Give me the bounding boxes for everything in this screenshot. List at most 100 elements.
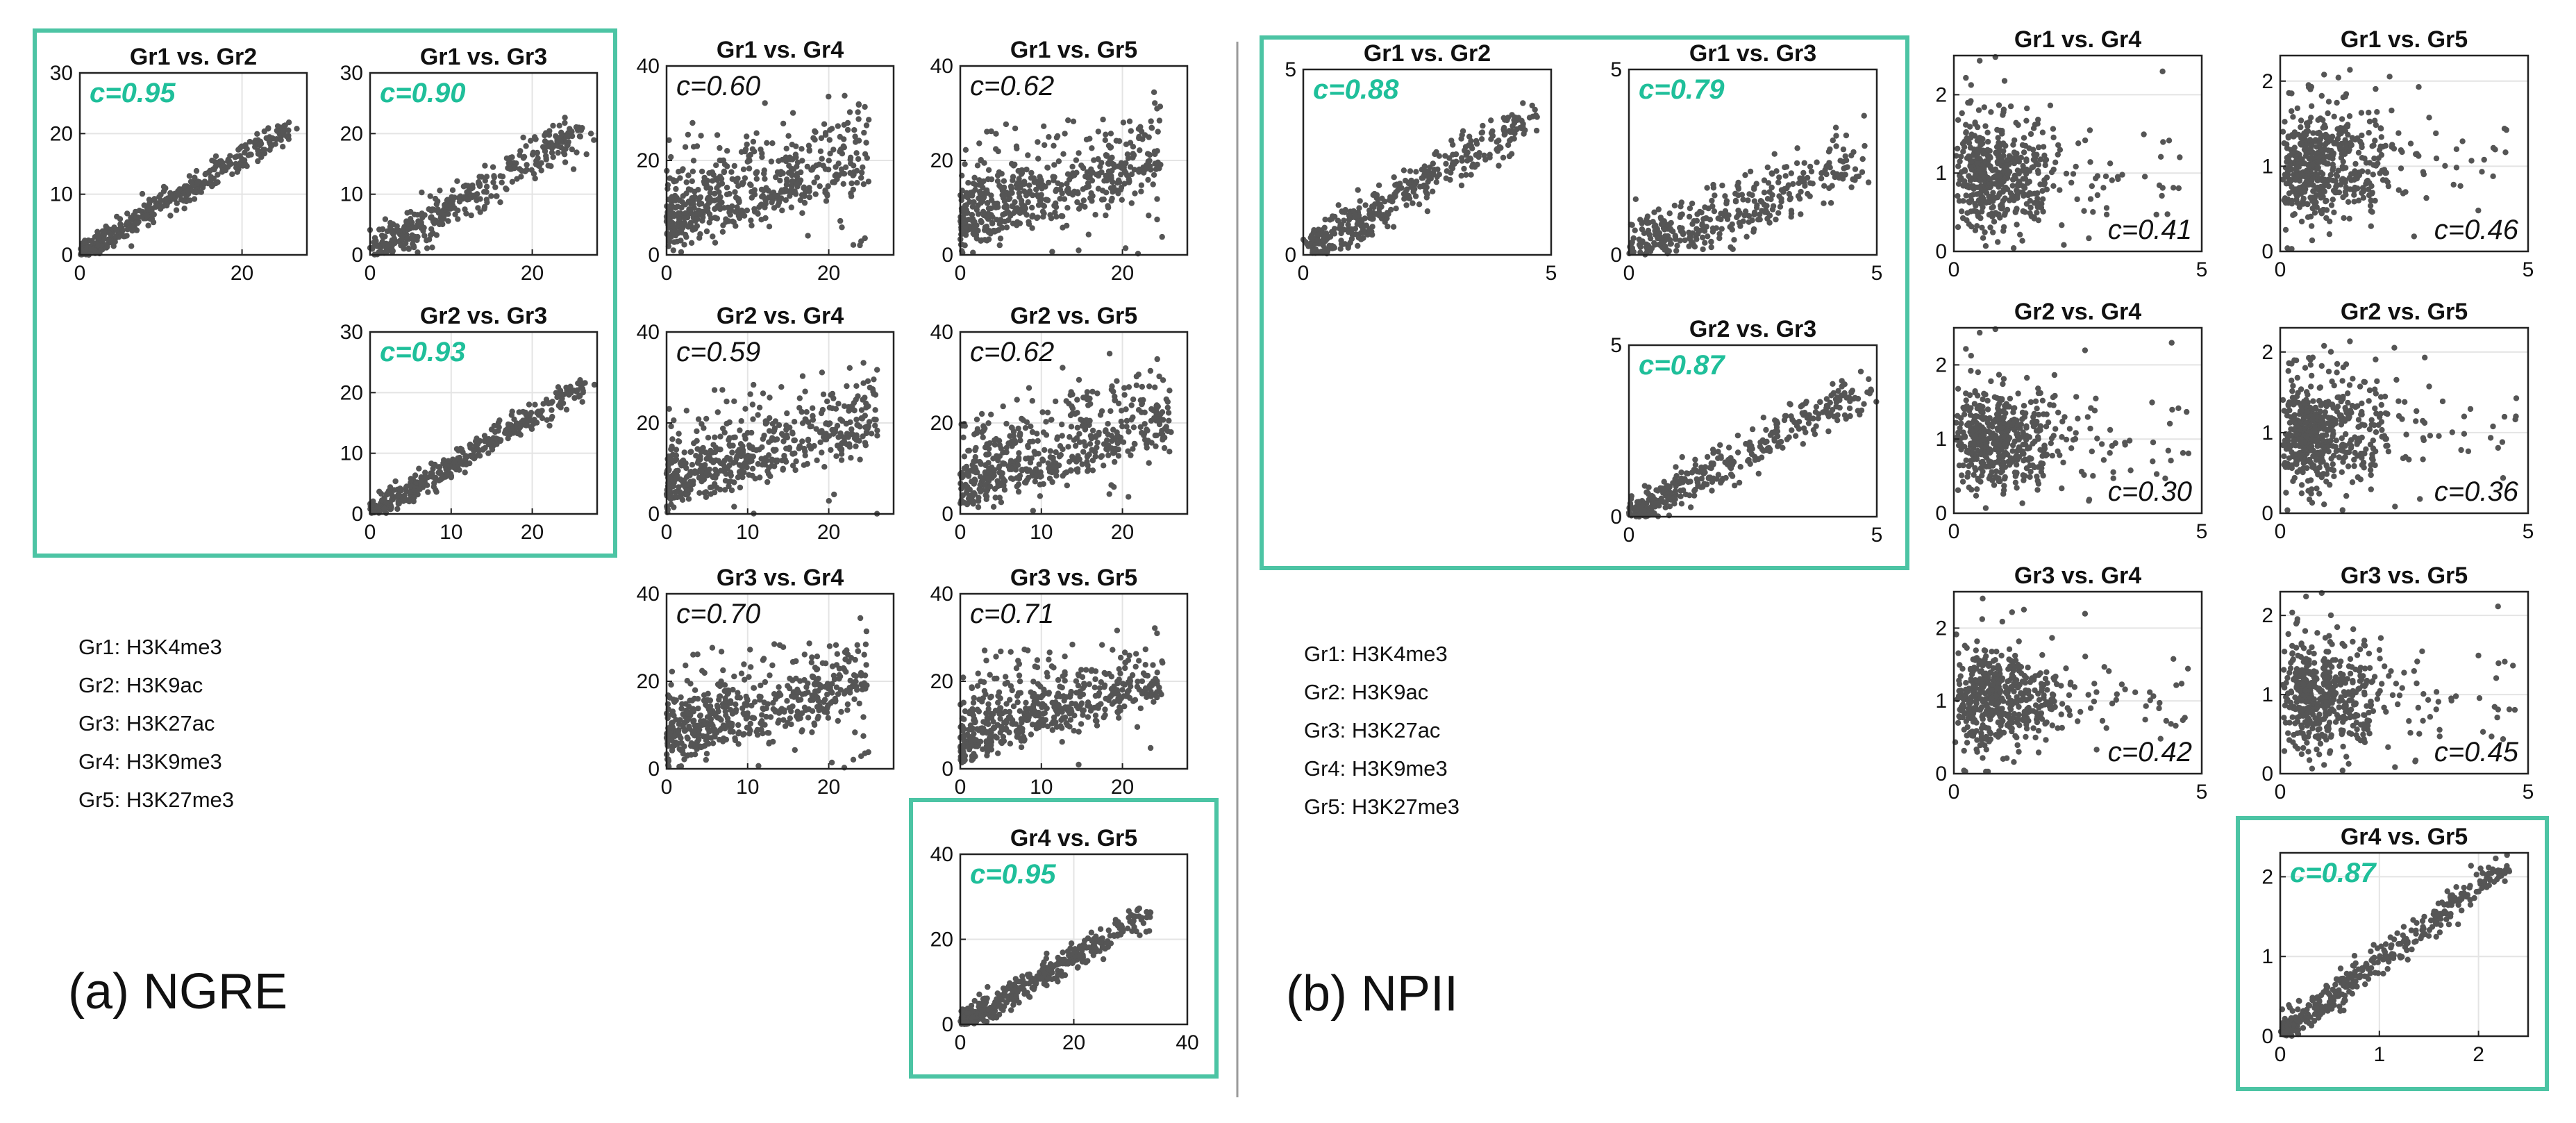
data-point [964,483,971,490]
data-point [996,242,1003,249]
data-point [389,492,395,498]
data-point [757,474,763,481]
data-point [689,481,695,488]
data-point [241,157,248,163]
data-point [1069,641,1076,648]
data-point [819,369,826,376]
data-point [1103,177,1110,184]
data-point [483,174,490,180]
data-point [1150,662,1156,668]
data-point [824,691,830,698]
data-point [863,429,870,435]
data-point [779,207,785,214]
data-point [520,134,526,141]
data-point [394,506,401,513]
data-point [1119,687,1126,693]
data-point [417,485,424,492]
data-point [412,472,419,479]
data-point [695,705,701,712]
data-point [1105,452,1112,458]
data-point [1003,121,1010,128]
data-point [734,694,741,701]
data-point [1019,729,1026,735]
data-point [466,196,472,203]
data-point [1099,642,1105,648]
data-point [818,410,825,417]
data-point [524,167,530,173]
data-point [1026,385,1032,391]
data-point [722,695,728,701]
data-point [1049,727,1056,733]
data-point [1028,731,1035,738]
data-point [859,415,866,422]
data-point [1035,139,1041,145]
data-point [1045,179,1052,186]
data-point [1029,214,1035,220]
data-point [419,189,425,196]
data-point [1111,161,1117,168]
data-point [833,172,839,178]
data-point [709,644,716,651]
data-point [1034,664,1041,671]
data-point [543,130,549,136]
data-point [1088,435,1095,442]
x-tick-label: 0 [365,521,376,544]
data-point [839,224,845,231]
data-point [985,205,992,212]
data-point [668,446,674,453]
data-point [104,244,110,250]
data-point [528,417,534,424]
data-point [769,458,775,464]
x-tick-label: 0 [955,776,967,799]
data-point [1051,142,1057,149]
data-point [1148,693,1155,699]
data-point [1007,475,1014,481]
data-point [748,217,754,224]
data-point [494,193,500,199]
data-point [1141,432,1147,439]
data-point [792,747,798,754]
data-point [444,471,450,477]
data-point [748,702,755,709]
data-point [824,398,830,405]
data-point [973,235,980,242]
data-point [826,137,833,143]
y-tick-label: 0 [942,503,953,526]
data-point [729,710,736,717]
data-point [539,415,546,422]
data-point [232,154,238,160]
data-point [193,167,200,174]
data-point [406,489,413,495]
data-point [468,212,474,219]
frame-npii-gr4-gr5 [2236,816,2549,1091]
data-point [985,167,992,173]
data-point [758,682,764,689]
data-point [754,210,761,216]
data-point [853,683,860,690]
correlation-annotation: c=0.62 [970,337,1054,367]
data-point [1092,676,1098,683]
data-point [1080,449,1087,455]
data-point [753,169,760,176]
data-point [409,235,416,242]
data-point [1065,960,1071,967]
data-point [1152,432,1159,439]
y-tick-label: 40 [930,55,953,78]
data-point [141,202,147,208]
data-point [1089,145,1095,151]
data-point [836,665,843,672]
data-point [762,418,769,424]
data-point [1126,179,1132,185]
y-tick-label: 30 [340,321,363,344]
data-point [1137,397,1144,404]
data-point [682,144,689,150]
data-point [540,144,546,150]
data-point [787,715,794,722]
data-point [983,224,990,230]
data-point [776,422,783,429]
data-point [750,446,756,453]
data-point [1063,694,1070,700]
data-point [1062,678,1068,684]
data-point [714,681,721,688]
